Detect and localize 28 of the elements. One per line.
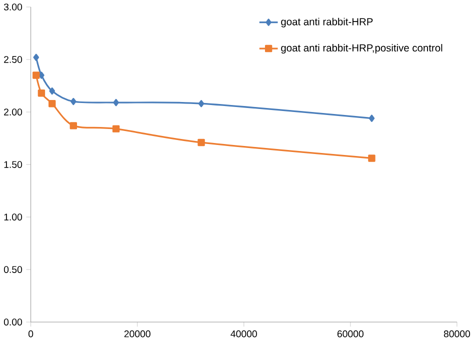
point [113, 99, 119, 106]
point [368, 114, 375, 122]
point [48, 100, 56, 108]
point [198, 138, 205, 146]
point [70, 122, 78, 130]
point [38, 72, 44, 79]
point [32, 72, 40, 79]
point [368, 154, 376, 162]
y-tick-label: 2.00 [4, 108, 22, 116]
x-tick-label: 80000 [444, 330, 470, 338]
y-tick-label: 3.00 [4, 4, 22, 10]
point [112, 125, 120, 132]
point [198, 100, 204, 108]
x-tick-label: 60000 [337, 330, 364, 338]
point [38, 90, 46, 97]
legend-label: goat anti rabbit-HRP,positive control [281, 44, 442, 54]
point [33, 54, 40, 62]
y-tick-label: 1.00 [4, 214, 22, 221]
point [70, 98, 76, 106]
point [49, 87, 56, 95]
legend-label: goat anti rabbit-HRP [281, 18, 373, 28]
y-tick-label: 1.50 [4, 161, 22, 168]
x-tick-label: 40000 [230, 330, 257, 338]
y-tick-label: 0.50 [4, 266, 22, 274]
y-tick-label: 0.00 [4, 318, 22, 326]
x-tick-label: 20000 [124, 330, 150, 338]
y-tick-label: 2.50 [4, 56, 22, 63]
x-tick-label: 0 [28, 330, 34, 338]
